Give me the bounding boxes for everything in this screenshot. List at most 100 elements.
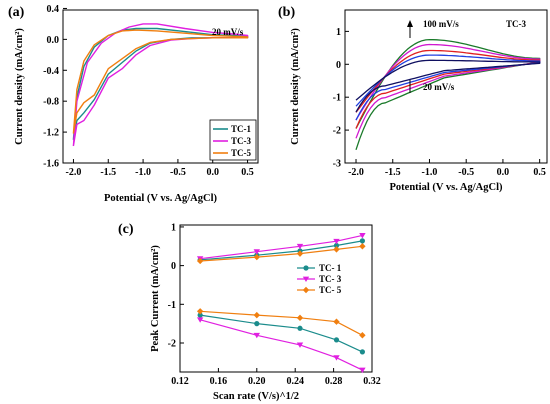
x-tick-label: -2.0 [66,167,82,178]
y-tick-label: -1 [168,300,176,311]
data-point [254,321,260,327]
data-point [359,367,366,374]
data-point [333,246,340,253]
y-tick-label: 0.4 [47,4,60,15]
data-point [333,238,340,245]
plot-frame [179,224,373,373]
legend-label: TC- 5 [319,285,342,295]
x-tick-label: 0.0 [497,167,510,178]
data-point [359,233,366,239]
legend-label: TC-3 [231,136,251,146]
data-point [359,332,366,339]
data-point [196,317,204,323]
data-point [359,349,365,355]
data-point [302,276,310,282]
x-tick-label: 0.12 [171,376,189,387]
x-tick-label: 0.32 [363,376,381,387]
legend-box [209,119,257,161]
panel-label: (b) [278,5,295,20]
y-tick-label: -1 [333,93,341,104]
data-point [333,318,340,325]
x-tick-label: 0.24 [286,376,304,387]
x-axis-label: Scan rate (V/s)^1/2 [213,391,299,402]
annotation-sample: TC-3 [506,19,526,29]
plot-frame [62,9,259,164]
y-tick-label: -0.8 [43,97,59,108]
data-point [253,332,260,339]
y-tick-label: 1 [336,27,341,38]
data-point [302,286,310,294]
data-point [296,314,304,322]
series-tc-5-anodic [196,243,366,265]
legend-label: TC- 1 [319,263,342,273]
data-point [359,243,366,250]
y-tick-label: 0.0 [47,35,60,46]
panel-label: (a) [8,5,25,20]
data-point [333,355,340,361]
y-tick-label: -2 [333,126,341,137]
chart-1: (a) -2.0 -1.5 -1.0 -0.5 0.0 0.5 -1.6 -1.2 -0.8 -0.… [8,4,259,204]
y-axis-label: Current density (mA/cm²) [14,28,25,145]
y-axis-label: Peak Current (mA/cm²) [150,245,161,352]
series-line [200,319,363,371]
legend-label: TC- 3 [319,274,342,284]
x-tick-label: -0.5 [458,167,474,178]
x-axis-label: Potential (V vs. Ag/AgCl) [104,193,217,204]
cv-curve-5 [355,59,541,113]
data-point [253,311,260,319]
data-point [296,342,304,348]
series-tc-5-cathodic [196,308,366,339]
y-tick-label: -3 [333,159,341,170]
x-tick-label: 0.28 [325,376,343,387]
data-point [333,337,340,343]
x-tick-label: 0.20 [248,376,266,387]
plot-frame [344,9,548,164]
x-tick-label: -1.0 [135,167,151,178]
data-point [296,250,304,257]
x-axis-label: Potential (V vs. Ag/AgCl) [390,182,503,193]
x-tick-label: 0.5 [241,167,254,178]
series-tc-1-cathodic [197,312,365,355]
legend: TC- 1TC- 3TC- 5 [297,263,342,295]
data-point [297,325,303,331]
y-tick-label: -1.6 [43,159,59,170]
y-tick-label: -0.4 [43,66,59,77]
series-tc-5 [72,29,249,134]
annotation-low-rate: 20 mV/s [423,82,455,92]
x-tick-label: 0.0 [206,167,219,178]
x-tick-label: -2.0 [348,167,364,178]
y-tick-label: 0 [336,60,341,71]
y-tick-label: -2 [168,338,176,349]
annotation-high-rate: 100 mV/s [423,19,459,29]
y-tick-label: -1.2 [43,128,59,139]
x-tick-label: 0.5 [533,167,546,178]
data-point [196,257,204,265]
legend-label: TC-1 [231,124,251,134]
data-point [359,238,365,244]
data-point [197,312,203,318]
x-tick-label: -1.0 [422,167,438,178]
y-axis-label: Current density (mA/cm²) [290,28,301,145]
x-tick-label: -0.5 [170,167,186,178]
x-tick-label: -1.5 [100,167,116,178]
panel-label: (c) [118,222,134,237]
data-point [303,265,309,271]
series-tc-3-anodic [196,233,366,262]
data-point [196,308,204,315]
data-point [296,243,304,250]
legend: TC-1 TC-3 TC-5 [209,119,257,161]
data-point [253,253,260,261]
chart-2: (b) -2.0 -1.5 -1.0 -0.5 0.0 0.5 -3 -2 -1 0 1 Potenti… [278,5,548,193]
legend-label: TC-5 [231,148,251,158]
y-tick-label: 0 [171,261,176,272]
x-tick-label: -1.5 [385,167,401,178]
x-tick-label: 0.16 [210,376,228,387]
scan-rate-annotation: 20 mV/s [212,27,244,37]
series-tc-1-anodic [197,238,365,263]
data-point [333,242,340,249]
data-point [253,249,260,255]
chart-3: (c) 0.12 0.16 0.20 0.24 0.28 0.32 -2 -1 0 1 Scan ra… [118,222,381,402]
arrow-up-head [407,20,413,27]
y-tick-label: 1 [171,222,176,233]
